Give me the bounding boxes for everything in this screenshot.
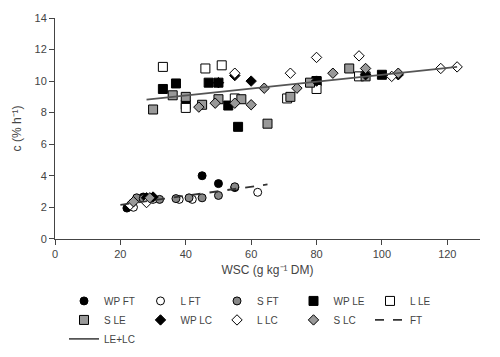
svg-text:c (% h⁻¹): c (% h⁻¹) — [10, 105, 24, 151]
svg-text:L LE: L LE — [410, 296, 431, 307]
svg-text:S FT: S FT — [257, 296, 279, 307]
svg-text:0: 0 — [52, 248, 58, 260]
svg-text:FT: FT — [410, 315, 422, 326]
svg-text:0: 0 — [41, 233, 47, 245]
svg-text:12: 12 — [35, 43, 47, 55]
svg-text:10: 10 — [35, 75, 47, 87]
svg-text:100: 100 — [373, 248, 391, 260]
svg-text:14: 14 — [35, 12, 47, 24]
svg-text:6: 6 — [41, 138, 47, 150]
svg-text:S LE: S LE — [104, 315, 126, 326]
svg-text:60: 60 — [245, 248, 257, 260]
svg-text:120: 120 — [438, 248, 456, 260]
svg-text:2: 2 — [41, 201, 47, 213]
svg-text:L LC: L LC — [257, 315, 278, 326]
svg-text:WSC (g kg⁻¹ DM): WSC (g kg⁻¹ DM) — [222, 263, 314, 277]
svg-text:S LC: S LC — [334, 315, 356, 326]
svg-text:WP LC: WP LC — [181, 315, 213, 326]
svg-text:WP LE: WP LE — [334, 296, 365, 307]
svg-text:L FT: L FT — [181, 296, 201, 307]
svg-text:WP FT: WP FT — [104, 296, 135, 307]
svg-text:80: 80 — [310, 248, 322, 260]
svg-text:20: 20 — [114, 248, 126, 260]
svg-text:40: 40 — [180, 248, 192, 260]
svg-text:8: 8 — [41, 106, 47, 118]
svg-text:LE+LC: LE+LC — [104, 334, 135, 345]
svg-text:4: 4 — [41, 170, 47, 182]
